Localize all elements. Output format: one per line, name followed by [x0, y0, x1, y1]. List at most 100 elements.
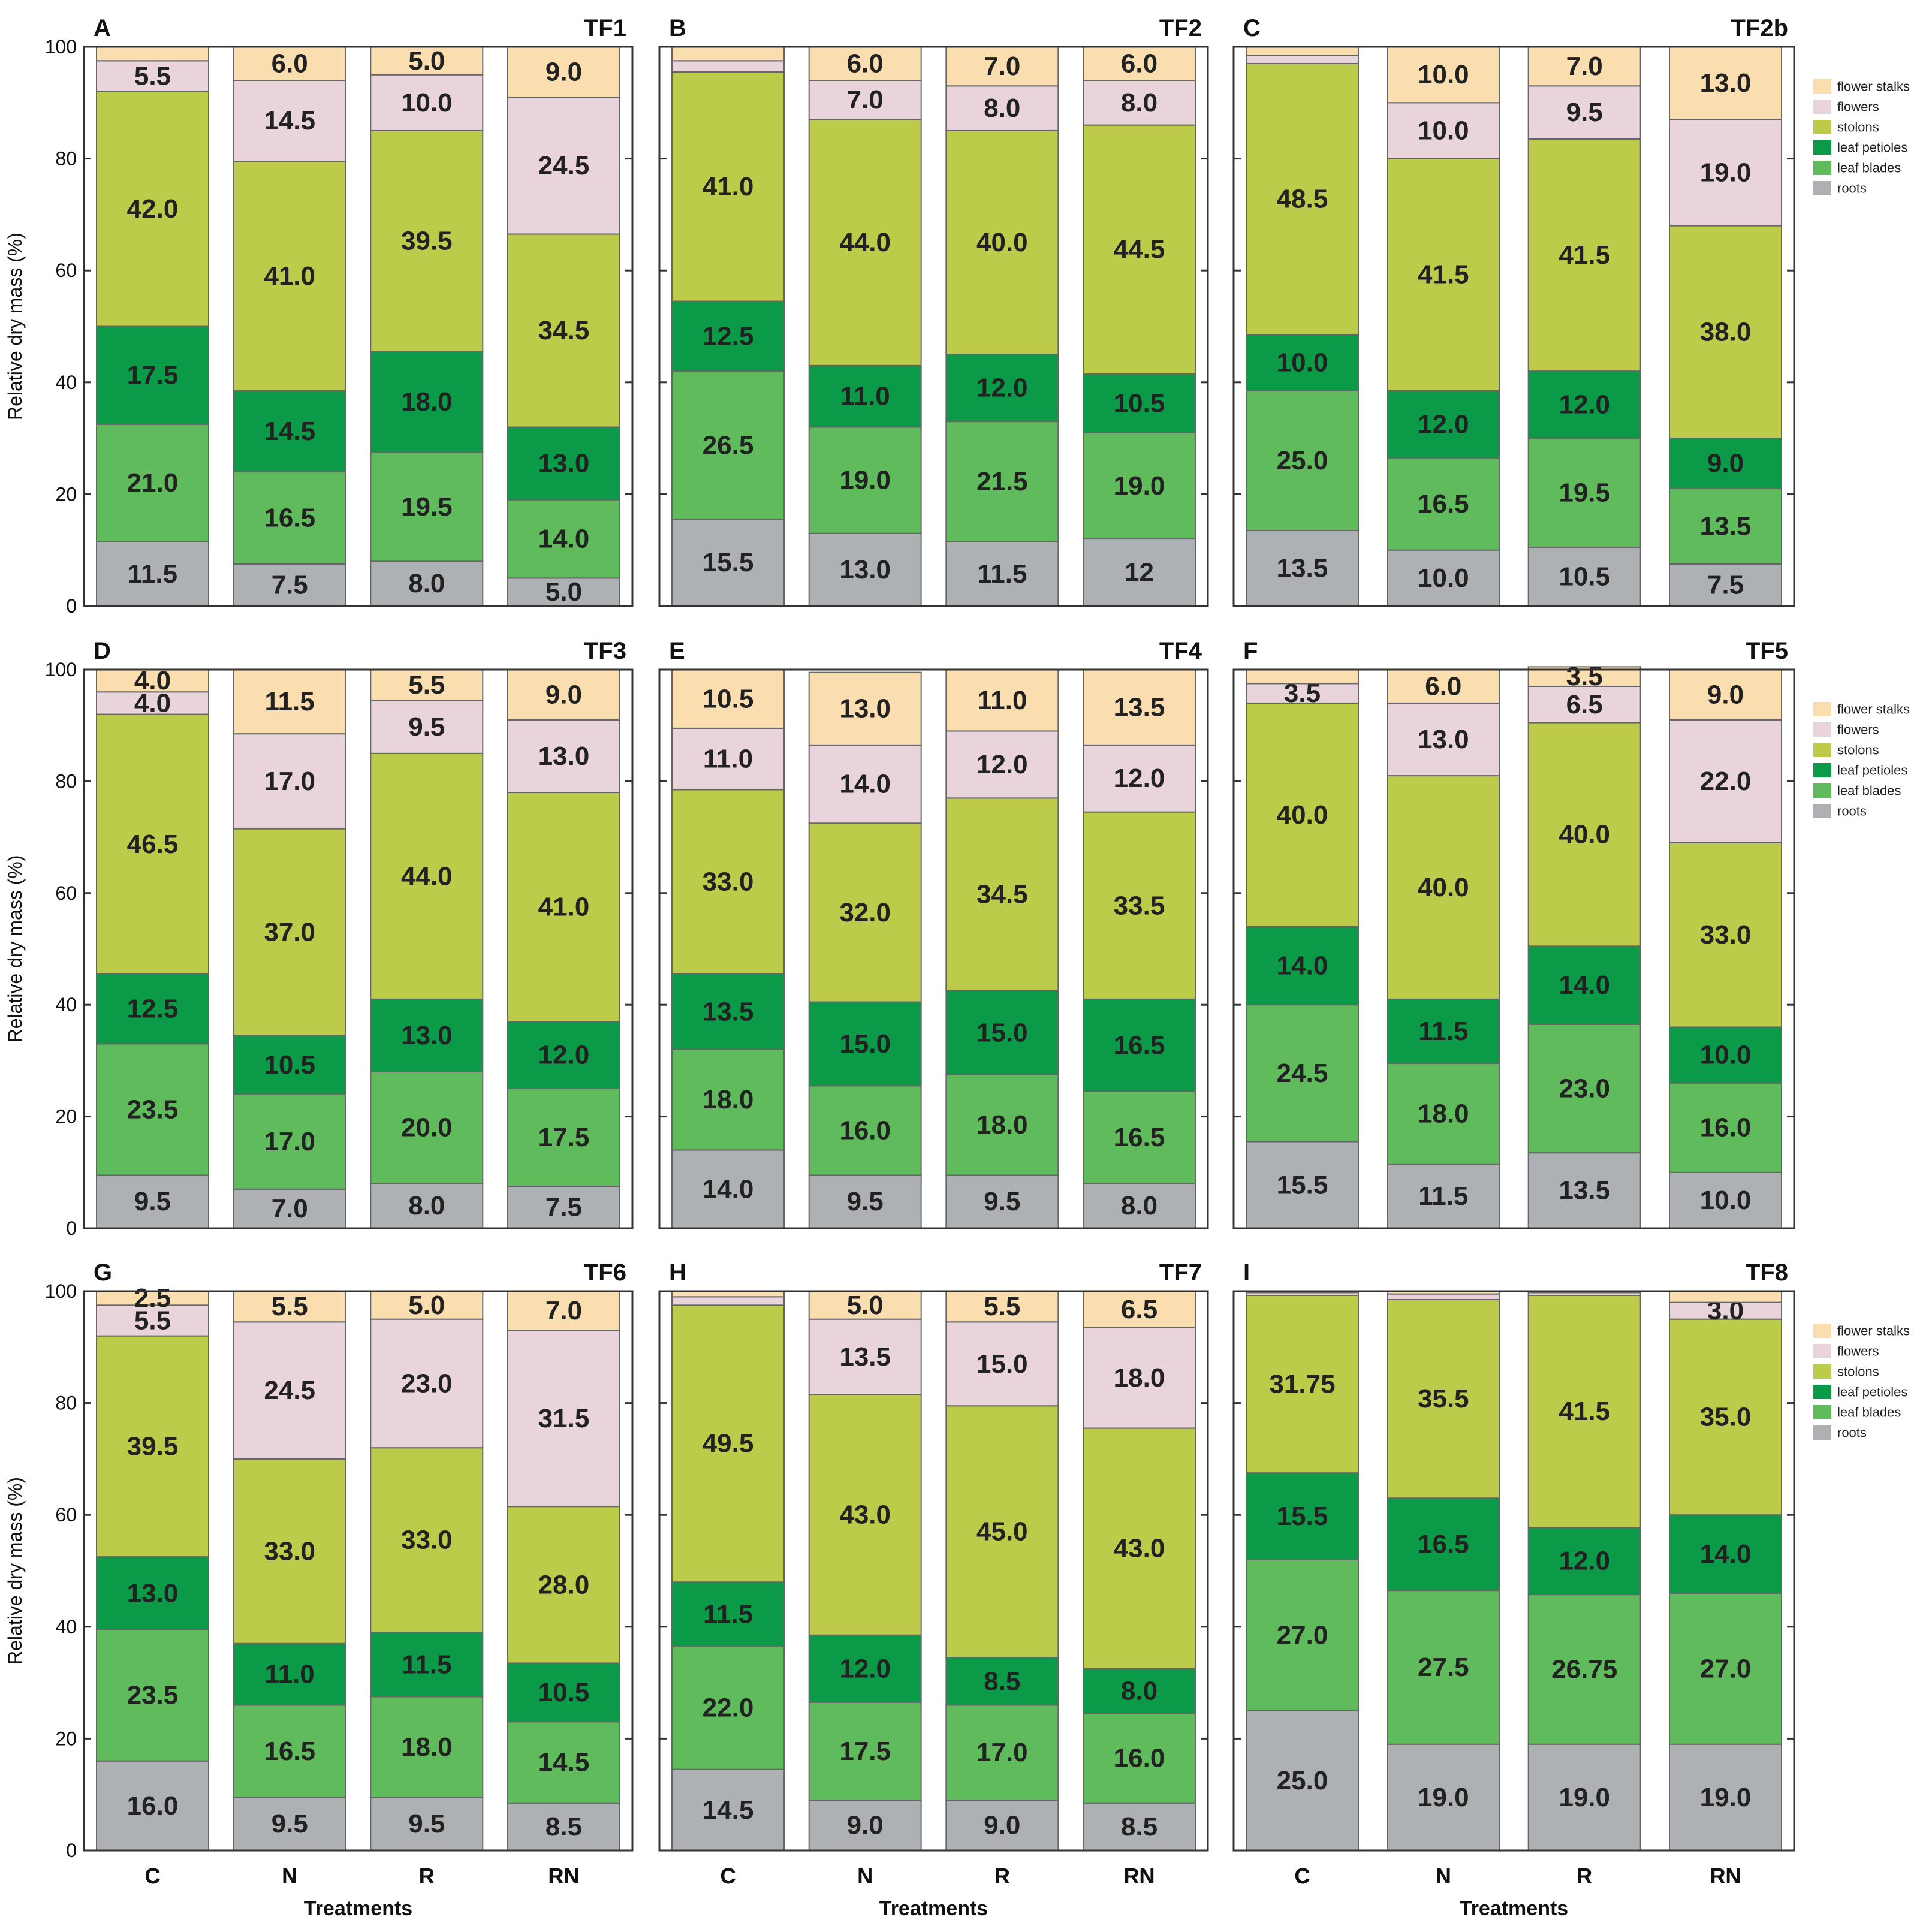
data-label: 7.5	[1707, 571, 1744, 600]
panel-h: 14.5 22.0 11.5 49.5 C 9.0 17.5 12.0 43.0 13.5 5.0 N…	[658, 1259, 1209, 1888]
segment-flower-stalks	[1246, 46, 1359, 56]
segment-leaf-blades	[1083, 432, 1196, 540]
segment-stolons	[1527, 1294, 1641, 1529]
data-label: 9.0	[545, 680, 582, 709]
legend-label: flower stalks	[1837, 702, 1910, 717]
segment-leaf-petioles	[1527, 370, 1641, 439]
segment-stolons	[507, 1506, 620, 1664]
data-label: 13.5	[703, 997, 754, 1026]
data-label: 8.5	[1121, 1812, 1158, 1841]
segment-stolons	[370, 752, 484, 1000]
segment-roots	[1083, 1802, 1196, 1852]
segment-flower-stalks	[233, 1291, 346, 1323]
bar-rn: 19.027.014.035.03.0	[1669, 1291, 1782, 1851]
data-label: 15.0	[976, 1349, 1028, 1379]
data-label: 10.5	[538, 1678, 590, 1707]
legend-label: flowers	[1837, 722, 1879, 737]
panel-i: 25.0 27.0 15.5 31.75 C 19.0 27.5 16.5 35.5 N 19.0 2…	[1232, 1259, 1910, 1888]
data-label: 8.0	[1121, 1191, 1158, 1220]
data-label: 14.0	[1277, 951, 1328, 980]
segment-stolons	[1527, 138, 1641, 372]
segment-flowers	[945, 730, 1059, 799]
data-label: 11.5	[402, 1650, 451, 1679]
segment-stolons	[96, 91, 209, 327]
bar-c: 15.524.514.040.03.5	[1246, 669, 1359, 1229]
x-axis-title: Treatments	[1460, 1897, 1568, 1920]
y-tick-label: 80	[55, 1393, 77, 1414]
panel-letter: I	[1243, 1259, 1250, 1286]
data-label: 11.5	[703, 1599, 753, 1629]
data-label: 10.0	[1418, 563, 1469, 593]
segment-leaf-petioles	[1246, 926, 1359, 1006]
segment-leaf-petioles	[671, 973, 785, 1050]
data-label: 10.0	[1277, 348, 1328, 378]
segment-leaf-petioles	[1669, 438, 1782, 490]
segment-leaf-petioles	[1669, 1026, 1782, 1084]
legend-swatch	[1813, 1405, 1831, 1419]
segment-flower-stalks	[1669, 1291, 1782, 1303]
data-label: 12.0	[1559, 390, 1610, 420]
x-tick-label: RN	[1124, 1864, 1155, 1888]
data-label: 41.5	[1418, 260, 1469, 290]
bar-rn: 12 19.0 10.5 44.5 8.0 6.0	[1083, 46, 1196, 607]
data-label: 11.0	[703, 745, 753, 774]
segment-stolons	[96, 1335, 209, 1558]
segment-leaf-blades	[1387, 1590, 1500, 1745]
segment-flowers	[671, 727, 785, 791]
panel-title: TF1	[584, 15, 626, 41]
y-tick-label: 20	[55, 483, 77, 505]
data-label: 7.5	[545, 1193, 582, 1222]
bar-c: 11.5 21.0 17.5 42.0 5.5	[96, 46, 209, 607]
segment-stolons	[1387, 158, 1500, 391]
data-label: 16.5	[264, 1737, 315, 1766]
segment-roots	[233, 1797, 346, 1851]
legend-label: roots	[1837, 1425, 1867, 1440]
segment-stolons	[1387, 1298, 1500, 1499]
data-label: 16.0	[839, 1116, 891, 1145]
data-label: 41.5	[1559, 240, 1610, 270]
data-label: 14.5	[264, 106, 315, 135]
segment-leaf-petioles	[1669, 1514, 1782, 1594]
y-tick-label: 100	[45, 1280, 77, 1302]
legend-label: roots	[1837, 804, 1867, 819]
panel-frame	[83, 668, 634, 1229]
legend-label: stolons	[1837, 120, 1879, 135]
data-label: 7.0	[545, 1296, 582, 1325]
segment-leaf-blades	[1246, 390, 1359, 532]
segment-leaf-blades	[808, 1701, 922, 1801]
segment-flower-stalks	[96, 46, 209, 62]
segment-leaf-petioles	[945, 990, 1059, 1075]
panel-g: 16.023.513.039.55.52.5C9.516.511.033.024…	[4, 1259, 634, 1888]
panel-f: 15.5 24.5 14.0 40.0 3.5 C 11.5 18.0 11.5 40.0 13.0…	[1232, 638, 1910, 1888]
segment-flower-stalks	[507, 46, 620, 98]
segment-leaf-blades	[370, 1696, 484, 1798]
data-label: 12.0	[976, 373, 1028, 403]
legend: flower stalks flowers stolons leaf petioles…	[1813, 702, 1910, 819]
x-tick-label: N	[282, 1864, 297, 1888]
segment-flower-stalks	[808, 46, 922, 81]
x-tick-label: C	[145, 1864, 161, 1888]
panel-letter: D	[94, 638, 111, 664]
legend-swatch	[1813, 181, 1831, 195]
data-label: 9.5	[408, 712, 445, 742]
data-label: 8.0	[408, 569, 445, 598]
segment-stolons	[1083, 1427, 1196, 1669]
x-tick-label: N	[857, 1864, 873, 1888]
legend-swatch	[1813, 743, 1831, 757]
data-label: 48.5	[1277, 185, 1328, 214]
legend-swatch	[1813, 763, 1831, 777]
segment-flowers	[233, 733, 346, 830]
segment-stolons	[370, 1447, 484, 1633]
y-tick-label: 20	[55, 1728, 77, 1749]
segment-stolons	[1246, 62, 1359, 336]
data-label: 16.0	[127, 1791, 179, 1821]
panel-frame	[1232, 1290, 1795, 1852]
data-label: 16.5	[1418, 1530, 1469, 1559]
bar-c: 14.0 18.0 13.5 33.0 11.0 10.5	[671, 669, 785, 1229]
bar-rn: 5.0 14.0 13.0 34.5 24.5 9.0	[507, 46, 620, 607]
x-tick-label: N	[1436, 1864, 1451, 1888]
panel-letter: E	[669, 638, 685, 664]
data-label: 13.0	[839, 555, 891, 584]
data-label: 34.5	[976, 880, 1028, 909]
segment-stolons	[233, 828, 346, 1036]
